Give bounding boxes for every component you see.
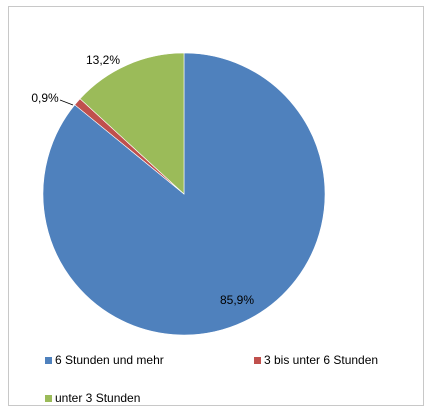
legend-item-6-stunden: 6 Stunden und mehr	[45, 353, 164, 367]
legend-item-unter-3-stunden: unter 3 Stunden	[45, 391, 140, 405]
data-label-6-stunden: 85,9%	[220, 293, 254, 307]
legend-item-3-bis-6-stunden: 3 bis unter 6 Stunden	[254, 353, 378, 367]
legend-label-unter-3-stunden: unter 3 Stunden	[55, 391, 141, 405]
pie-slice-unter-3-stunden	[79, 52, 185, 195]
data-label-3-bis-6-stunden: 0,9%	[31, 91, 59, 105]
pie-chart: 85,9% 0,9% 13,2%	[31, 52, 326, 336]
data-label-unter-3-stunden: 13,2%	[86, 53, 120, 67]
leader-line-3-bis-6-stunden	[59, 99, 74, 106]
legend-swatch-unter-3-stunden	[45, 394, 52, 402]
chart-frame: 85,9% 0,9% 13,2% 6 Stunden und mehr 3 bis …	[8, 6, 424, 406]
legend-label-3-bis-6-stunden: 3 bis unter 6 Stunden	[264, 353, 379, 367]
legend-label-6-stunden: 6 Stunden und mehr	[55, 353, 164, 367]
legend-swatch-3-bis-6-stunden	[254, 356, 261, 364]
legend-swatch-6-stunden	[45, 356, 52, 364]
